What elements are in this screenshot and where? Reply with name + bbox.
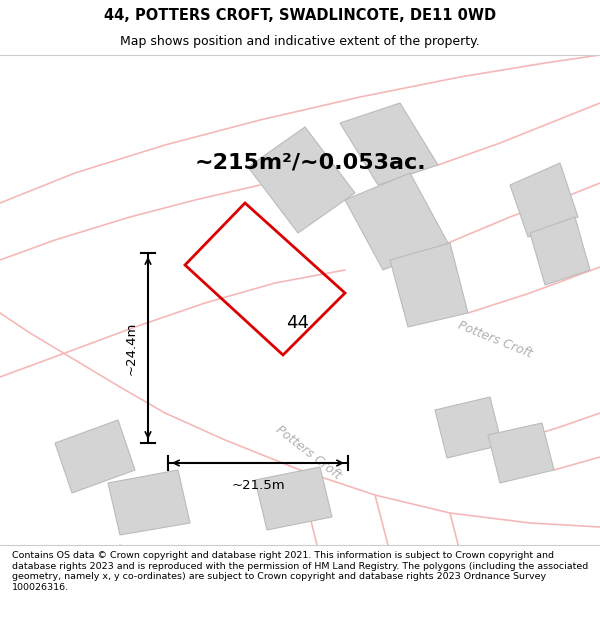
Text: ~24.4m: ~24.4m: [125, 321, 138, 374]
Polygon shape: [55, 420, 135, 493]
Polygon shape: [345, 173, 448, 270]
Polygon shape: [248, 127, 355, 233]
Text: Potters Croft: Potters Croft: [456, 319, 534, 361]
Polygon shape: [435, 397, 502, 458]
Polygon shape: [530, 217, 590, 285]
Polygon shape: [340, 103, 438, 185]
Text: 44: 44: [287, 314, 310, 332]
Text: 44, POTTERS CROFT, SWADLINCOTE, DE11 0WD: 44, POTTERS CROFT, SWADLINCOTE, DE11 0WD: [104, 8, 496, 23]
Text: Potters Croft: Potters Croft: [273, 424, 343, 483]
Text: ~21.5m: ~21.5m: [231, 479, 285, 492]
Polygon shape: [108, 470, 190, 535]
Text: Contains OS data © Crown copyright and database right 2021. This information is : Contains OS data © Crown copyright and d…: [12, 551, 588, 592]
Polygon shape: [488, 423, 554, 483]
Text: ~215m²/~0.053ac.: ~215m²/~0.053ac.: [195, 153, 427, 173]
Polygon shape: [390, 243, 468, 327]
Text: Map shows position and indicative extent of the property.: Map shows position and indicative extent…: [120, 35, 480, 48]
Polygon shape: [510, 163, 578, 237]
Polygon shape: [255, 467, 332, 530]
